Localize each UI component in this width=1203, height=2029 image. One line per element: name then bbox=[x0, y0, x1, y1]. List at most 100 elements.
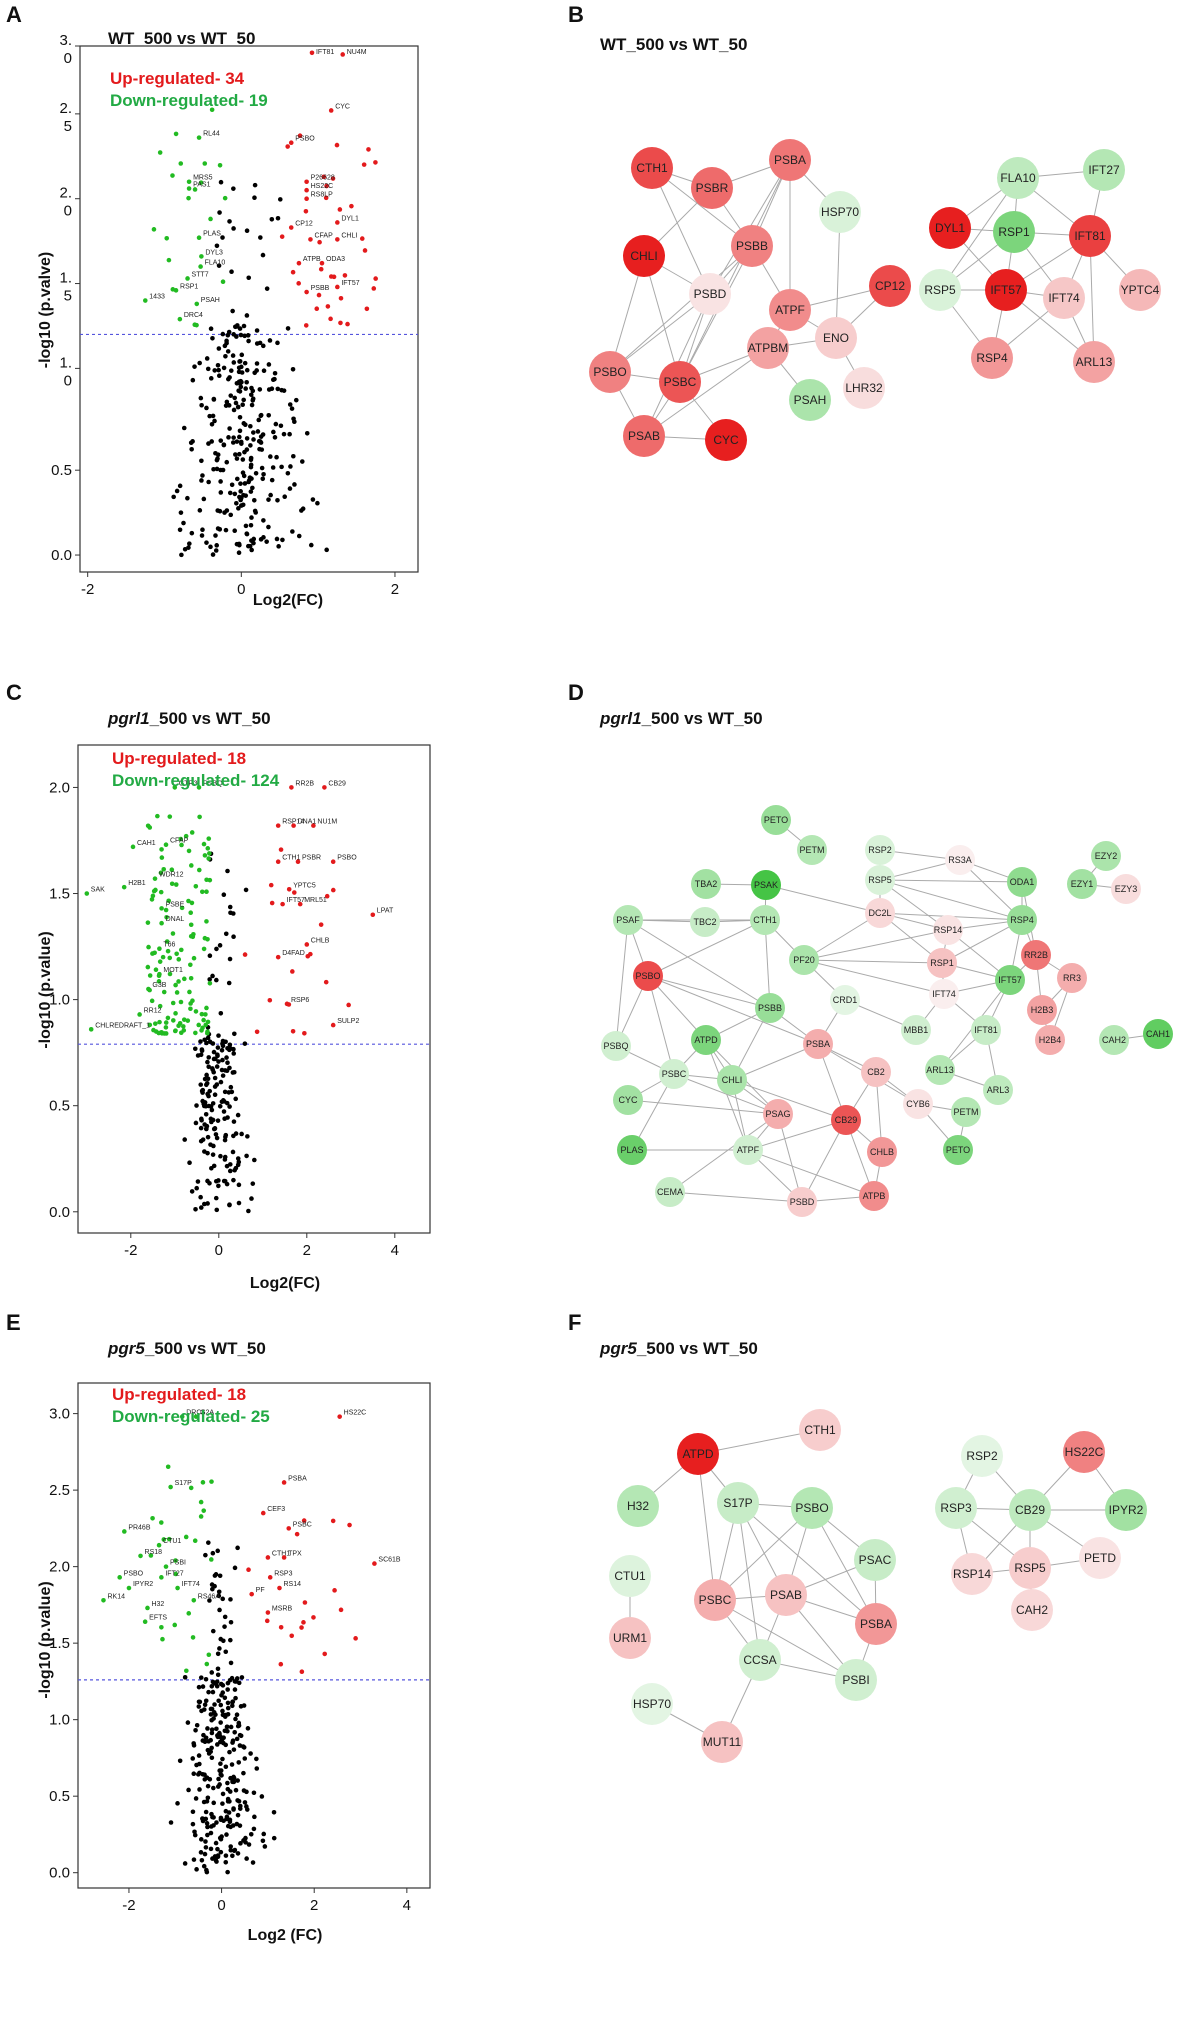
node-circle bbox=[769, 139, 811, 181]
data-point-ns bbox=[221, 892, 227, 898]
data-point-ns bbox=[225, 1705, 231, 1711]
data-point-ns bbox=[222, 1695, 228, 1701]
network-node: CHLI bbox=[717, 1065, 747, 1095]
data-point-up bbox=[324, 183, 329, 189]
data-point-up bbox=[294, 1531, 300, 1537]
data-point-ns bbox=[244, 1789, 249, 1795]
data-point-ns bbox=[214, 1135, 220, 1141]
legend-up-a: Up-regulated- 34 bbox=[110, 69, 245, 88]
network-node: PETM bbox=[797, 835, 827, 865]
network-edge bbox=[651, 167, 753, 247]
node-label: MUT11 bbox=[703, 1735, 742, 1749]
data-point-up bbox=[345, 321, 350, 327]
data-point-ns bbox=[210, 1041, 216, 1046]
node-label: PETM bbox=[953, 1107, 978, 1117]
data-point-up bbox=[338, 320, 343, 326]
data-point-ns bbox=[237, 1743, 243, 1748]
data-point-down bbox=[130, 844, 136, 850]
data-point-up bbox=[340, 52, 346, 57]
data-point-ns bbox=[227, 1042, 233, 1048]
data-point-ns bbox=[223, 1859, 229, 1865]
data-point-ns bbox=[268, 454, 273, 459]
data-point-ns bbox=[248, 455, 254, 461]
network-node: CB29 bbox=[1009, 1489, 1051, 1531]
node-circle bbox=[983, 1075, 1013, 1105]
data-point-down bbox=[188, 962, 193, 968]
data-point-ns bbox=[213, 533, 218, 538]
data-point-ns bbox=[208, 544, 213, 550]
network-node: CAH2 bbox=[1099, 1025, 1129, 1055]
data-point-down bbox=[170, 173, 175, 178]
data-point-up bbox=[249, 1591, 254, 1597]
data-point-ns bbox=[218, 1849, 224, 1855]
data-point-down bbox=[183, 833, 189, 839]
data-point-ns bbox=[214, 543, 220, 548]
data-point-ns bbox=[209, 439, 215, 444]
data-point-down bbox=[137, 1012, 142, 1017]
node-label: IFT57 bbox=[990, 283, 1022, 297]
y-tick-label: 2. bbox=[59, 185, 72, 202]
data-point-down bbox=[198, 264, 203, 269]
node-label: EZY1 bbox=[1071, 879, 1094, 889]
data-point-ns bbox=[220, 1690, 226, 1695]
data-point-ns bbox=[224, 1832, 229, 1837]
data-point-ns bbox=[219, 1047, 225, 1053]
node-label: PSBO bbox=[795, 1501, 828, 1515]
data-point-ns bbox=[324, 547, 329, 553]
network-node: EZY1 bbox=[1067, 869, 1097, 899]
data-point-ns bbox=[216, 1698, 221, 1704]
data-point-ns bbox=[205, 1134, 211, 1140]
data-point-ns bbox=[205, 1035, 211, 1041]
point-label: EFTS bbox=[149, 1615, 167, 1622]
data-point-up bbox=[302, 1030, 307, 1036]
network-node: IFT74 bbox=[929, 979, 959, 1009]
node-circle bbox=[933, 915, 963, 945]
y-tick-label: 0.0 bbox=[49, 1204, 70, 1221]
node-circle bbox=[691, 869, 721, 899]
node-label: ARL13 bbox=[1076, 355, 1113, 369]
data-point-ns bbox=[199, 478, 204, 483]
data-point-down bbox=[145, 823, 151, 829]
data-point-ns bbox=[245, 333, 251, 338]
point-label: RR2B bbox=[295, 780, 314, 787]
network-node: RSP2 bbox=[865, 835, 895, 865]
network-node: URM1 bbox=[609, 1617, 651, 1659]
node-label: CTH1 bbox=[636, 161, 668, 175]
node-label: HS22C bbox=[1065, 1445, 1104, 1459]
data-point-ns bbox=[218, 1011, 224, 1016]
data-point-ns bbox=[228, 1619, 234, 1625]
data-point-ns bbox=[230, 1853, 235, 1859]
panel-label-a: A bbox=[6, 2, 22, 27]
node-circle bbox=[613, 1085, 643, 1115]
data-point-up bbox=[335, 237, 340, 242]
data-point-up bbox=[295, 859, 301, 864]
point-label: PF bbox=[256, 1587, 265, 1594]
data-point-ns bbox=[220, 1756, 225, 1762]
point-label: PSBR bbox=[302, 855, 321, 862]
data-point-ns bbox=[220, 1057, 225, 1063]
data-point-ns bbox=[225, 1728, 230, 1734]
data-point-ns bbox=[234, 1736, 240, 1742]
data-point-ns bbox=[234, 456, 240, 461]
node-circle bbox=[945, 845, 975, 875]
node-label: PSBB bbox=[736, 239, 768, 253]
data-point-up bbox=[330, 887, 336, 893]
data-point-up bbox=[302, 1600, 308, 1605]
data-point-up bbox=[372, 1561, 377, 1566]
data-point-down bbox=[173, 1558, 178, 1563]
data-point-ns bbox=[186, 1787, 191, 1793]
data-point-ns bbox=[205, 1059, 210, 1065]
node-circle bbox=[1027, 995, 1057, 1025]
data-point-down bbox=[150, 1515, 155, 1521]
node-label: RSP5 bbox=[1014, 1561, 1046, 1575]
node-circle bbox=[1099, 1025, 1129, 1055]
data-point-up bbox=[288, 225, 294, 230]
data-point-down bbox=[178, 161, 184, 166]
data-point-ns bbox=[211, 1800, 217, 1806]
network-node: HSP70 bbox=[819, 191, 861, 233]
node-label: RSP5 bbox=[868, 875, 892, 885]
point-label: CHLB bbox=[311, 937, 330, 944]
data-point-ns bbox=[221, 1740, 226, 1746]
data-point-ns bbox=[272, 435, 278, 440]
data-point-ns bbox=[244, 367, 250, 373]
